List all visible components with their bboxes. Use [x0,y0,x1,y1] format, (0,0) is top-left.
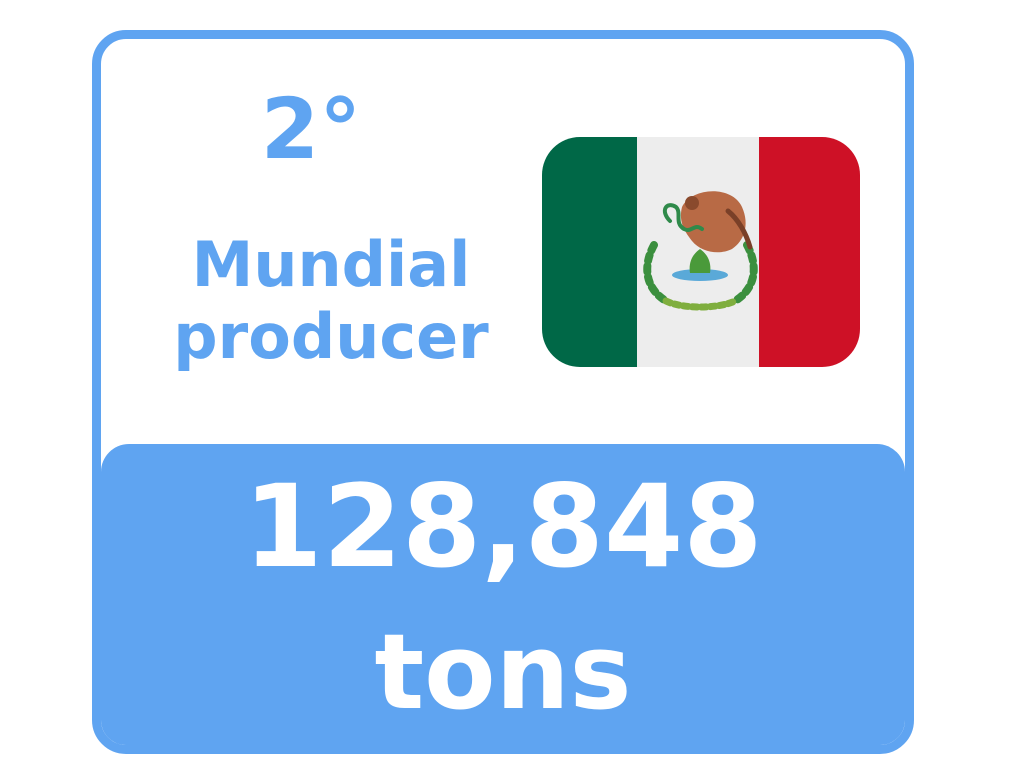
producer-label: Mundial producer [101,229,561,373]
label-line-2: producer [173,300,489,373]
mexico-flag-icon [542,137,860,367]
coat-of-arms-icon [643,191,758,311]
value-banner: 128,848 tons [101,444,905,745]
label-line-1: Mundial [191,228,471,301]
stat-card: 2° Mundial producer 128,848 tons [92,30,914,754]
flag-stripe-red [759,137,860,367]
rank-text: 2° [260,80,362,178]
production-unit: tons [374,611,632,733]
flag-stripe-green [542,137,637,367]
production-value: 128,848 [243,460,763,593]
